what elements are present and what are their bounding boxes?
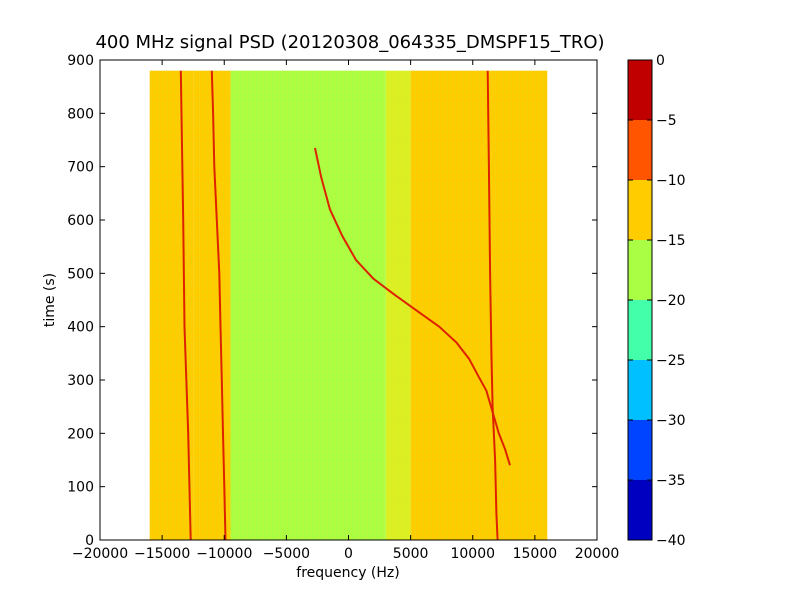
y-tick-label: 300 [67, 373, 94, 389]
y-axis-label: time (s) [42, 273, 58, 327]
colorbar-segment [628, 420, 652, 480]
x-tick-label: −20000 [72, 546, 128, 562]
signal-trace [486, 70, 499, 540]
colorbar: −40 −35 −30 −25 −20 −15 −10 −5 0 [627, 53, 686, 549]
colorbar-segment [628, 60, 652, 120]
colorbar-segment [628, 180, 652, 240]
psd-band [385, 70, 411, 540]
colorbar-tick-label: −5 [656, 113, 677, 129]
y-tick-label: 600 [67, 213, 94, 229]
colorbar-tick-label: −35 [656, 473, 686, 489]
colorbar-segment [628, 480, 652, 540]
colorbar-tick-label: −15 [656, 233, 686, 249]
x-tick-label: 5000 [393, 546, 429, 562]
plot-area [149, 70, 548, 540]
colorbar-segment [628, 300, 652, 360]
signal-trace [210, 70, 227, 540]
y-tick-label: 200 [67, 426, 94, 442]
x-tick-label: −10000 [196, 546, 252, 562]
y-tick-label: 800 [67, 106, 94, 122]
x-tick-label: 10000 [450, 546, 495, 562]
x-tick-label: 0 [344, 546, 353, 562]
x-axis-label: frequency (Hz) [296, 565, 399, 581]
x-tick-label: −5000 [263, 546, 310, 562]
chart-title: 400 MHz signal PSD (20120308_064335_DMSP… [95, 32, 604, 53]
y-tick-label: 400 [67, 320, 94, 336]
psd-streaks [151, 70, 545, 540]
colorbar-segment [628, 120, 652, 180]
y-axis: 0 100 200 300 400 500 600 700 800 900 [67, 53, 597, 549]
colorbar-tick-label: −30 [656, 413, 686, 429]
x-axis: −20000 −15000 −10000 −5000 0 5000 10000 15000 20… [72, 60, 619, 562]
colorbar-segment [628, 240, 652, 300]
psd-band [149, 70, 194, 540]
x-tick-label: −15000 [134, 546, 190, 562]
x-tick-label: 15000 [513, 546, 558, 562]
colorbar-segment [628, 360, 652, 420]
x-tick-label: 20000 [575, 546, 620, 562]
signal-trace [179, 70, 192, 540]
psd-band [230, 70, 386, 540]
signal-trace [314, 147, 511, 466]
y-tick-label: 900 [67, 53, 94, 69]
y-tick-label: 500 [67, 266, 94, 282]
y-tick-label: 100 [67, 480, 94, 496]
colorbar-tick-label: −40 [656, 533, 686, 549]
colorbar-tick-label: −10 [656, 173, 686, 189]
y-tick-label: 700 [67, 160, 94, 176]
colorbar-tick-label: −25 [656, 353, 686, 369]
y-tick-label: 0 [85, 533, 94, 549]
colorbar-tick-label: −20 [656, 293, 686, 309]
colorbar-tick-label: 0 [656, 53, 665, 69]
psd-band [410, 70, 548, 540]
